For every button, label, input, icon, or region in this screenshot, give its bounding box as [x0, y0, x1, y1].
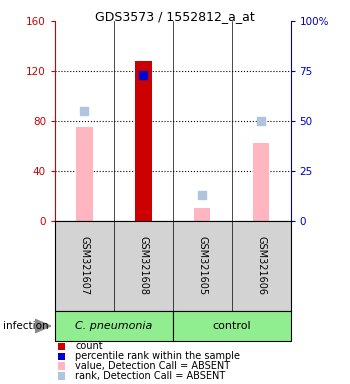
Text: rank, Detection Call = ABSENT: rank, Detection Call = ABSENT — [75, 371, 225, 381]
Text: C. pneumonia: C. pneumonia — [75, 321, 153, 331]
Point — [82, 108, 87, 114]
Point — [199, 192, 205, 198]
Text: infection: infection — [4, 321, 49, 331]
Text: GSM321605: GSM321605 — [197, 237, 207, 295]
Point — [140, 72, 146, 78]
Bar — [55, 311, 173, 341]
Bar — [253, 143, 269, 221]
Polygon shape — [35, 319, 51, 333]
Bar — [76, 127, 93, 221]
Bar — [173, 311, 290, 341]
Text: control: control — [212, 321, 251, 331]
Text: GSM321608: GSM321608 — [138, 237, 148, 295]
Bar — [194, 209, 210, 221]
Bar — [135, 61, 152, 221]
Text: value, Detection Call = ABSENT: value, Detection Call = ABSENT — [75, 361, 230, 371]
Text: GSM321607: GSM321607 — [79, 237, 89, 295]
Text: percentile rank within the sample: percentile rank within the sample — [75, 351, 240, 361]
Text: count: count — [75, 341, 103, 351]
Point — [258, 118, 264, 124]
Text: GSM321606: GSM321606 — [256, 237, 266, 295]
Text: GDS3573 / 1552812_a_at: GDS3573 / 1552812_a_at — [95, 10, 255, 23]
